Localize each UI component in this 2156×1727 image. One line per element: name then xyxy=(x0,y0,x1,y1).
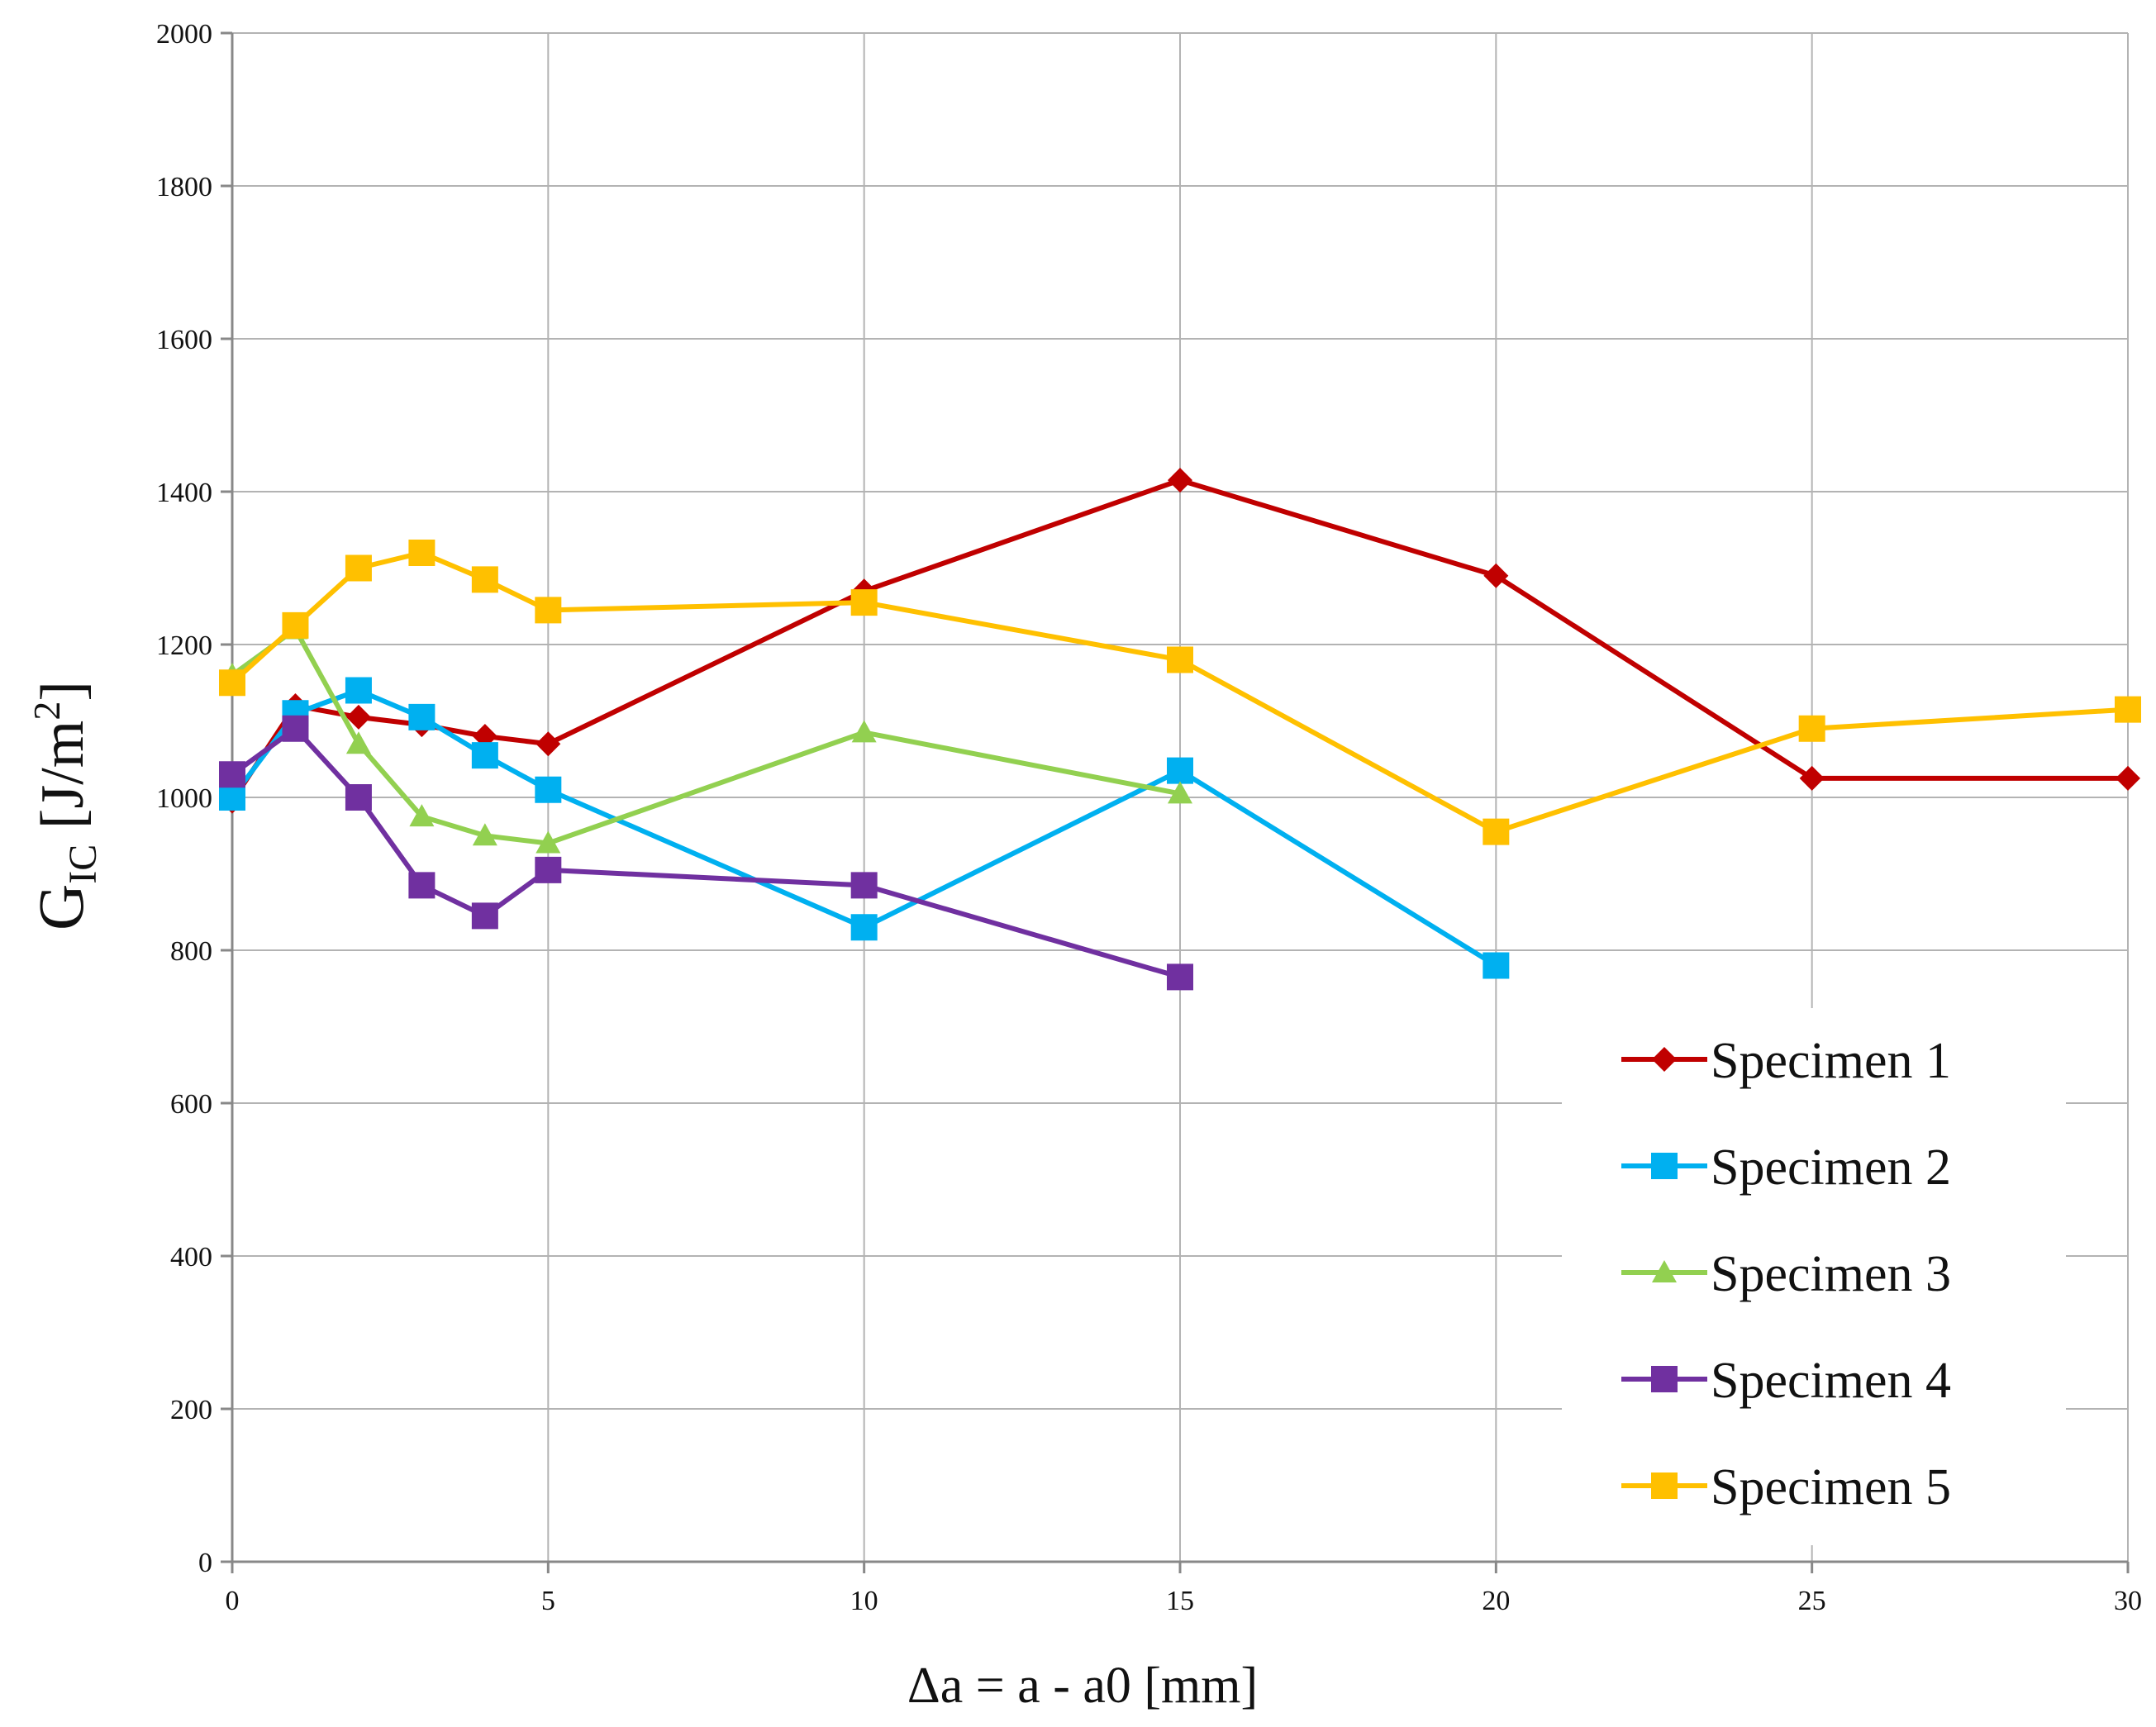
y-tick-label: 1400 xyxy=(156,478,212,508)
data-point-series-1 xyxy=(1799,765,1825,791)
axis-titles: Δa = a - a0 [mm] GIC [J/m2] xyxy=(25,681,1258,1714)
legend-marker xyxy=(1651,1366,1678,1392)
data-point-series-5 xyxy=(535,597,562,624)
data-point-series-5 xyxy=(471,566,498,593)
x-tick-label: 25 xyxy=(1798,1586,1826,1616)
x-tick-label: 30 xyxy=(2114,1586,2142,1616)
data-point-series-5 xyxy=(219,669,245,697)
legend-item-2: Specimen 2 xyxy=(1621,1139,1951,1196)
legend-marker xyxy=(1651,1472,1678,1499)
data-point-series-1 xyxy=(1168,468,1192,493)
data-point-series-1 xyxy=(535,731,561,757)
data-point-series-4 xyxy=(219,761,245,788)
series-3 xyxy=(220,616,1192,854)
y-tick-label: 200 xyxy=(170,1395,212,1425)
data-point-series-3 xyxy=(851,720,877,743)
x-tick-label: 15 xyxy=(1166,1586,1194,1616)
series xyxy=(219,468,2141,991)
data-point-series-5 xyxy=(408,540,435,566)
y-axis-title-unit: [J/m xyxy=(29,721,97,844)
y-axis-title-subscript: IC xyxy=(61,844,105,884)
x-axis-title: Δa = a - a0 [mm] xyxy=(907,1658,1258,1714)
data-point-series-2 xyxy=(345,677,372,704)
y-axis-title-superscript: 2 xyxy=(26,702,68,721)
data-point-series-4 xyxy=(1167,963,1193,991)
legend-marker xyxy=(1652,1047,1677,1072)
legend-marker xyxy=(1652,1260,1677,1282)
data-point-series-2 xyxy=(219,784,245,811)
x-tick-label: 20 xyxy=(1482,1586,1510,1616)
series-2 xyxy=(219,677,1510,979)
legend-label: Specimen 3 xyxy=(1711,1246,1951,1302)
data-point-series-2 xyxy=(1483,952,1510,979)
data-point-series-2 xyxy=(471,742,498,769)
data-point-series-5 xyxy=(1798,715,1825,742)
legend-label: Specimen 5 xyxy=(1711,1459,1951,1515)
y-tick-label: 0 xyxy=(198,1548,212,1578)
data-point-series-4 xyxy=(345,784,372,811)
data-point-series-5 xyxy=(345,554,372,582)
y-axis-title-close: ] xyxy=(29,681,97,702)
data-point-series-1 xyxy=(2116,765,2140,791)
data-point-series-3 xyxy=(472,823,497,846)
legend-label: Specimen 2 xyxy=(1711,1139,1951,1196)
legend-item-3: Specimen 3 xyxy=(1621,1246,1951,1302)
data-point-series-5 xyxy=(1483,818,1510,845)
data-point-series-5 xyxy=(2115,696,2141,723)
data-point-series-5 xyxy=(1167,646,1193,673)
legend-box xyxy=(1562,1008,2066,1545)
data-point-series-3 xyxy=(345,731,371,754)
y-tick-label: 1600 xyxy=(156,325,212,355)
data-point-series-4 xyxy=(850,872,878,899)
series-5 xyxy=(219,540,2141,845)
y-tick-label: 1200 xyxy=(156,630,212,661)
data-point-series-4 xyxy=(408,872,435,899)
y-tick-label: 800 xyxy=(170,936,212,967)
data-point-series-2 xyxy=(850,914,878,941)
data-point-series-3 xyxy=(535,830,561,854)
y-tick-label: 1800 xyxy=(156,172,212,202)
data-point-series-5 xyxy=(282,611,309,639)
data-point-series-4 xyxy=(471,902,498,930)
legend-item-1: Specimen 1 xyxy=(1621,1033,1951,1089)
y-tick-label: 2000 xyxy=(156,19,212,50)
y-tick-label: 600 xyxy=(170,1089,212,1120)
data-point-series-4 xyxy=(535,856,562,883)
data-point-series-1 xyxy=(345,704,371,730)
data-point-series-2 xyxy=(535,776,562,803)
series-4 xyxy=(219,715,1193,991)
data-point-series-1 xyxy=(1483,563,1509,588)
y-tick-label: 1000 xyxy=(156,783,212,814)
legend-item-4: Specimen 4 xyxy=(1621,1353,1951,1409)
legend: Specimen 1 Specimen 2 Specimen 3 Specimen 4… xyxy=(1562,1008,2066,1545)
legend-label: Specimen 4 xyxy=(1711,1353,1951,1409)
y-tick-label: 400 xyxy=(170,1242,212,1273)
legend-item-5: Specimen 5 xyxy=(1621,1459,1951,1515)
x-tick-label: 10 xyxy=(850,1586,878,1616)
data-point-series-3 xyxy=(1168,781,1192,804)
data-point-series-3 xyxy=(409,804,435,827)
data-point-series-4 xyxy=(282,715,309,742)
y-axis-title-main: G xyxy=(25,884,97,930)
data-point-series-2 xyxy=(408,703,435,730)
x-tick-label: 5 xyxy=(541,1586,555,1616)
legend-marker xyxy=(1651,1153,1678,1179)
data-point-series-5 xyxy=(850,589,878,616)
y-axis-title: GIC [J/m2] xyxy=(25,681,105,930)
series-line-3 xyxy=(231,626,1181,846)
data-point-series-2 xyxy=(1167,757,1193,784)
x-tick-label: 0 xyxy=(226,1586,240,1616)
legend-label: Specimen 1 xyxy=(1711,1033,1951,1089)
